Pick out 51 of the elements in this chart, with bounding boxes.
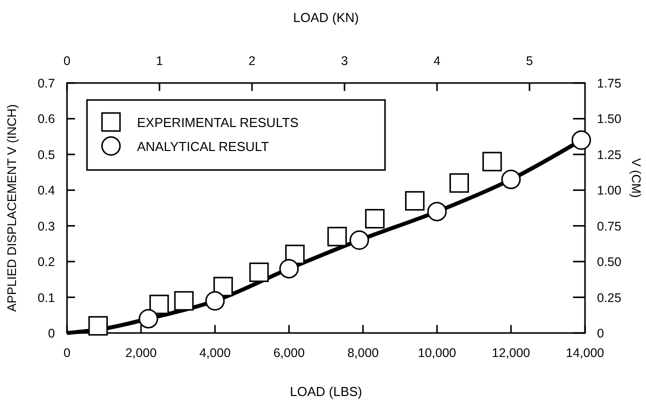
legend-label: EXPERIMENTAL RESULTS: [137, 115, 299, 130]
x-tick-label: 10,000: [418, 346, 456, 360]
point: [88, 316, 108, 336]
x-axis-title: LOAD (LBS): [290, 384, 362, 399]
point: [138, 308, 158, 328]
y2-tick-label: 0: [597, 326, 604, 340]
y2-tick-label: 0.25: [597, 290, 622, 305]
point: [365, 208, 385, 228]
point: [249, 262, 269, 282]
y2-tick-label: 1.50: [597, 112, 622, 126]
x2-axis-title: LOAD (KN): [293, 10, 359, 25]
y-tick-label: 0.5: [38, 148, 56, 162]
point: [279, 258, 299, 278]
x2-tick-label: 2: [248, 54, 256, 68]
x-tick-label: 0: [64, 346, 71, 360]
point: [427, 202, 447, 222]
x2-tick-label: 3: [341, 54, 348, 68]
y2-tick-label: 0.75: [597, 219, 622, 234]
y-tick-label: 0.4: [38, 184, 56, 198]
point: [174, 291, 194, 311]
x-tick-label: 4,000: [199, 346, 231, 360]
point: [350, 230, 370, 250]
x2-tick-label: 0: [64, 54, 71, 68]
point: [482, 152, 502, 172]
point: [501, 170, 521, 190]
y2-tick-label: 0.50: [597, 255, 622, 270]
y-tick-label: 0.2: [38, 255, 56, 270]
y-tick-label: 0: [48, 326, 56, 340]
y-tick-label: 0.7: [38, 76, 56, 90]
x2-tick-label: 1: [156, 54, 164, 68]
y-tick-label: 0.3: [38, 219, 56, 234]
point: [449, 173, 469, 193]
x-tick-label: 2,000: [125, 346, 157, 360]
y2-tick-label: 1.75: [597, 76, 622, 90]
y2-tick-label: 1.25: [597, 148, 622, 162]
x2-tick-label: 5: [526, 54, 534, 68]
y2-axis-title: V (CM): [629, 158, 643, 198]
x-tick-label: 8,000: [347, 346, 379, 360]
y-tick-label: 0.1: [38, 290, 56, 305]
legend-label: ANALYTICAL RESULT: [137, 139, 270, 154]
y-axis-title: APPLIED DISPLACEMENT V (INCH): [5, 104, 19, 312]
point: [405, 191, 425, 211]
point: [205, 291, 225, 311]
x2-tick-label: 4: [434, 54, 441, 68]
point: [327, 226, 347, 246]
point: [572, 130, 592, 150]
y-tick-label: 0.6: [38, 112, 56, 126]
x-tick-label: 14,000: [566, 346, 604, 360]
x-tick-label: 6,000: [273, 346, 305, 360]
y2-tick-label: 1.00: [597, 184, 622, 198]
x-tick-label: 12,000: [492, 346, 530, 360]
